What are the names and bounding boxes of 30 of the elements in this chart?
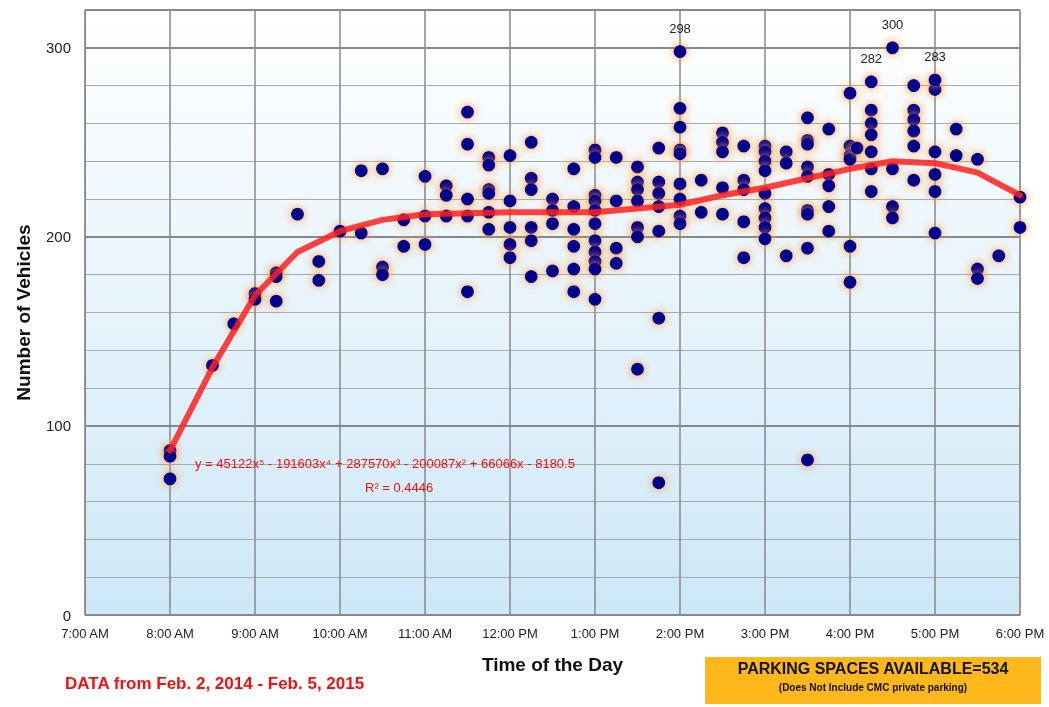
y-tick-label: 300 <box>45 39 71 57</box>
x-tick-label: 6:00 PM <box>995 626 1045 641</box>
annotation: R² = 0.4446 <box>365 480 434 495</box>
data-label: 282 <box>860 51 883 67</box>
y-tick-label: 200 <box>45 228 71 246</box>
y-axis-title: Number of Vehicles <box>13 224 34 401</box>
x-tick-label: 12:00 PM <box>482 626 538 641</box>
text: PARKING SPACES AVAILABLE=534 <box>736 660 1010 678</box>
y-tick-label: 0 <box>62 606 71 624</box>
point <box>886 41 899 55</box>
x-tick-label: 10:00 AM <box>312 626 368 641</box>
x-axis-title: Time of the Day <box>481 654 624 675</box>
x-tick-label: 7:00 AM <box>61 626 109 641</box>
point <box>864 75 878 89</box>
data-label: 283 <box>924 49 946 65</box>
x-tick-label: 1:00 PM <box>570 626 620 641</box>
text: (Does Not Include CMC private parking) <box>777 682 969 693</box>
data-label: 298 <box>669 21 691 37</box>
text: DATA from Feb. 2, 2014 - Feb. 5, 2015 <box>65 674 365 694</box>
x-tick-label: 9:00 AM <box>231 626 279 641</box>
x-tick-label: 2:00 PM <box>655 626 705 641</box>
x-tick-label: 4:00 PM <box>825 626 875 641</box>
x-tick-label: 8:00 AM <box>146 626 194 641</box>
y-tick-label: 100 <box>45 417 71 435</box>
data-label: 300 <box>881 17 904 33</box>
point <box>673 45 687 59</box>
x-tick-label: 11:00 AM <box>398 626 452 641</box>
x-tick-label: 3:00 PM <box>740 626 790 641</box>
annotation: y = 45122x⁵ - 191603x⁴ + 287570x³ - 200087x² + 66066x - 8180.5 <box>195 456 575 471</box>
x-tick-label: 5:00 PM <box>910 626 960 641</box>
